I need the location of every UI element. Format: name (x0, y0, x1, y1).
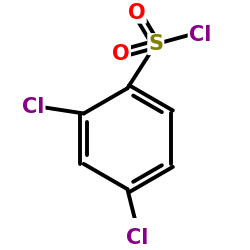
Text: O: O (112, 44, 130, 64)
Text: Cl: Cl (189, 25, 211, 45)
Text: Cl: Cl (22, 97, 44, 117)
Text: Cl: Cl (126, 228, 148, 248)
Text: S: S (148, 34, 163, 54)
Text: O: O (128, 2, 146, 22)
